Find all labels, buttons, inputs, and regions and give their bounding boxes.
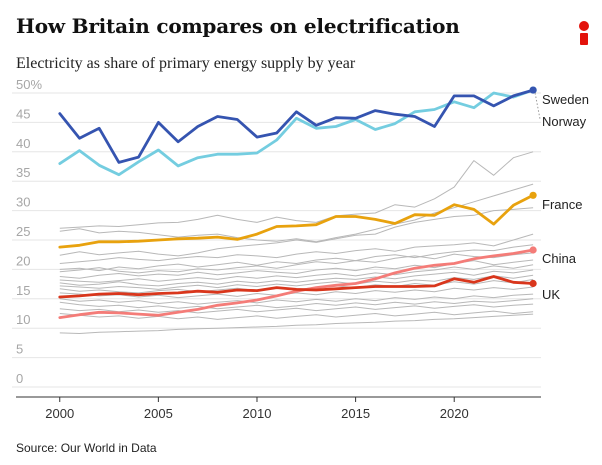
y-tick-label: 10 (16, 312, 30, 327)
y-tick-label: 25 (16, 224, 30, 239)
y-tick-label: 20 (16, 253, 30, 268)
x-tick-label: 2020 (440, 406, 469, 420)
series-line-other-8 (59, 264, 534, 283)
y-tick-label: 0 (16, 371, 23, 386)
logo-stem (580, 33, 588, 45)
source-note: Source: Our World in Data (16, 441, 157, 455)
y-tick-label: 35 (16, 165, 30, 180)
series-line-other-15 (59, 303, 534, 314)
line-chart: 0 5 10 15 20 25 30 35 40 45 50% 2000 2005 2010 2015 202… (12, 80, 589, 420)
logo-dot (579, 21, 589, 31)
chart-subtitle: Electricity as share of primary energy s… (16, 55, 356, 72)
y-tick-label: 30 (16, 195, 30, 210)
series-line-other-3 (59, 207, 534, 257)
series-line-other-17 (59, 313, 534, 334)
series-line-other-4 (59, 233, 534, 264)
series-label-france: France (542, 197, 582, 212)
series-line-other-1 (59, 151, 534, 229)
series-line-norway (58, 88, 535, 177)
series-line-other-14 (59, 298, 534, 310)
y-tick-label: 45 (16, 106, 30, 121)
series-line-sweden (58, 88, 535, 164)
series-end-point-uk (529, 279, 537, 288)
series-end-point-china (529, 246, 537, 254)
y-tick-label: 5 (16, 342, 23, 357)
x-tick-label: 2000 (45, 406, 74, 420)
series-line-china (58, 248, 535, 319)
series-line-other-6 (59, 252, 534, 274)
series-line-other-16 (59, 310, 534, 320)
series-line-other-12 (59, 286, 534, 299)
series-label-sweden: Sweden (542, 92, 589, 107)
series-label-china: China (542, 251, 577, 266)
series-line-other-2 (59, 183, 534, 243)
series-line-uk (58, 275, 535, 299)
x-tick-label: 2005 (144, 406, 173, 420)
chart-title: How Britain compares on electrification (16, 14, 460, 38)
i-logo-icon (577, 21, 591, 45)
series-end-point-sweden (529, 86, 537, 94)
series-line-other-9 (59, 269, 534, 287)
y-tick-label: 15 (16, 283, 30, 298)
series-label-uk: UK (542, 287, 560, 302)
series-line-other-13 (59, 293, 534, 305)
series-line-other-5 (59, 244, 534, 272)
y-tick-label: 40 (16, 136, 30, 151)
x-tick-label: 2010 (243, 406, 272, 420)
series-label-norway: Norway (542, 114, 587, 129)
x-tick-label: 2015 (341, 406, 370, 420)
series-line-france (58, 193, 535, 249)
series-end-point-france (529, 191, 537, 199)
y-tick-label: 50% (16, 80, 42, 92)
norway-label-leader (534, 92, 541, 120)
